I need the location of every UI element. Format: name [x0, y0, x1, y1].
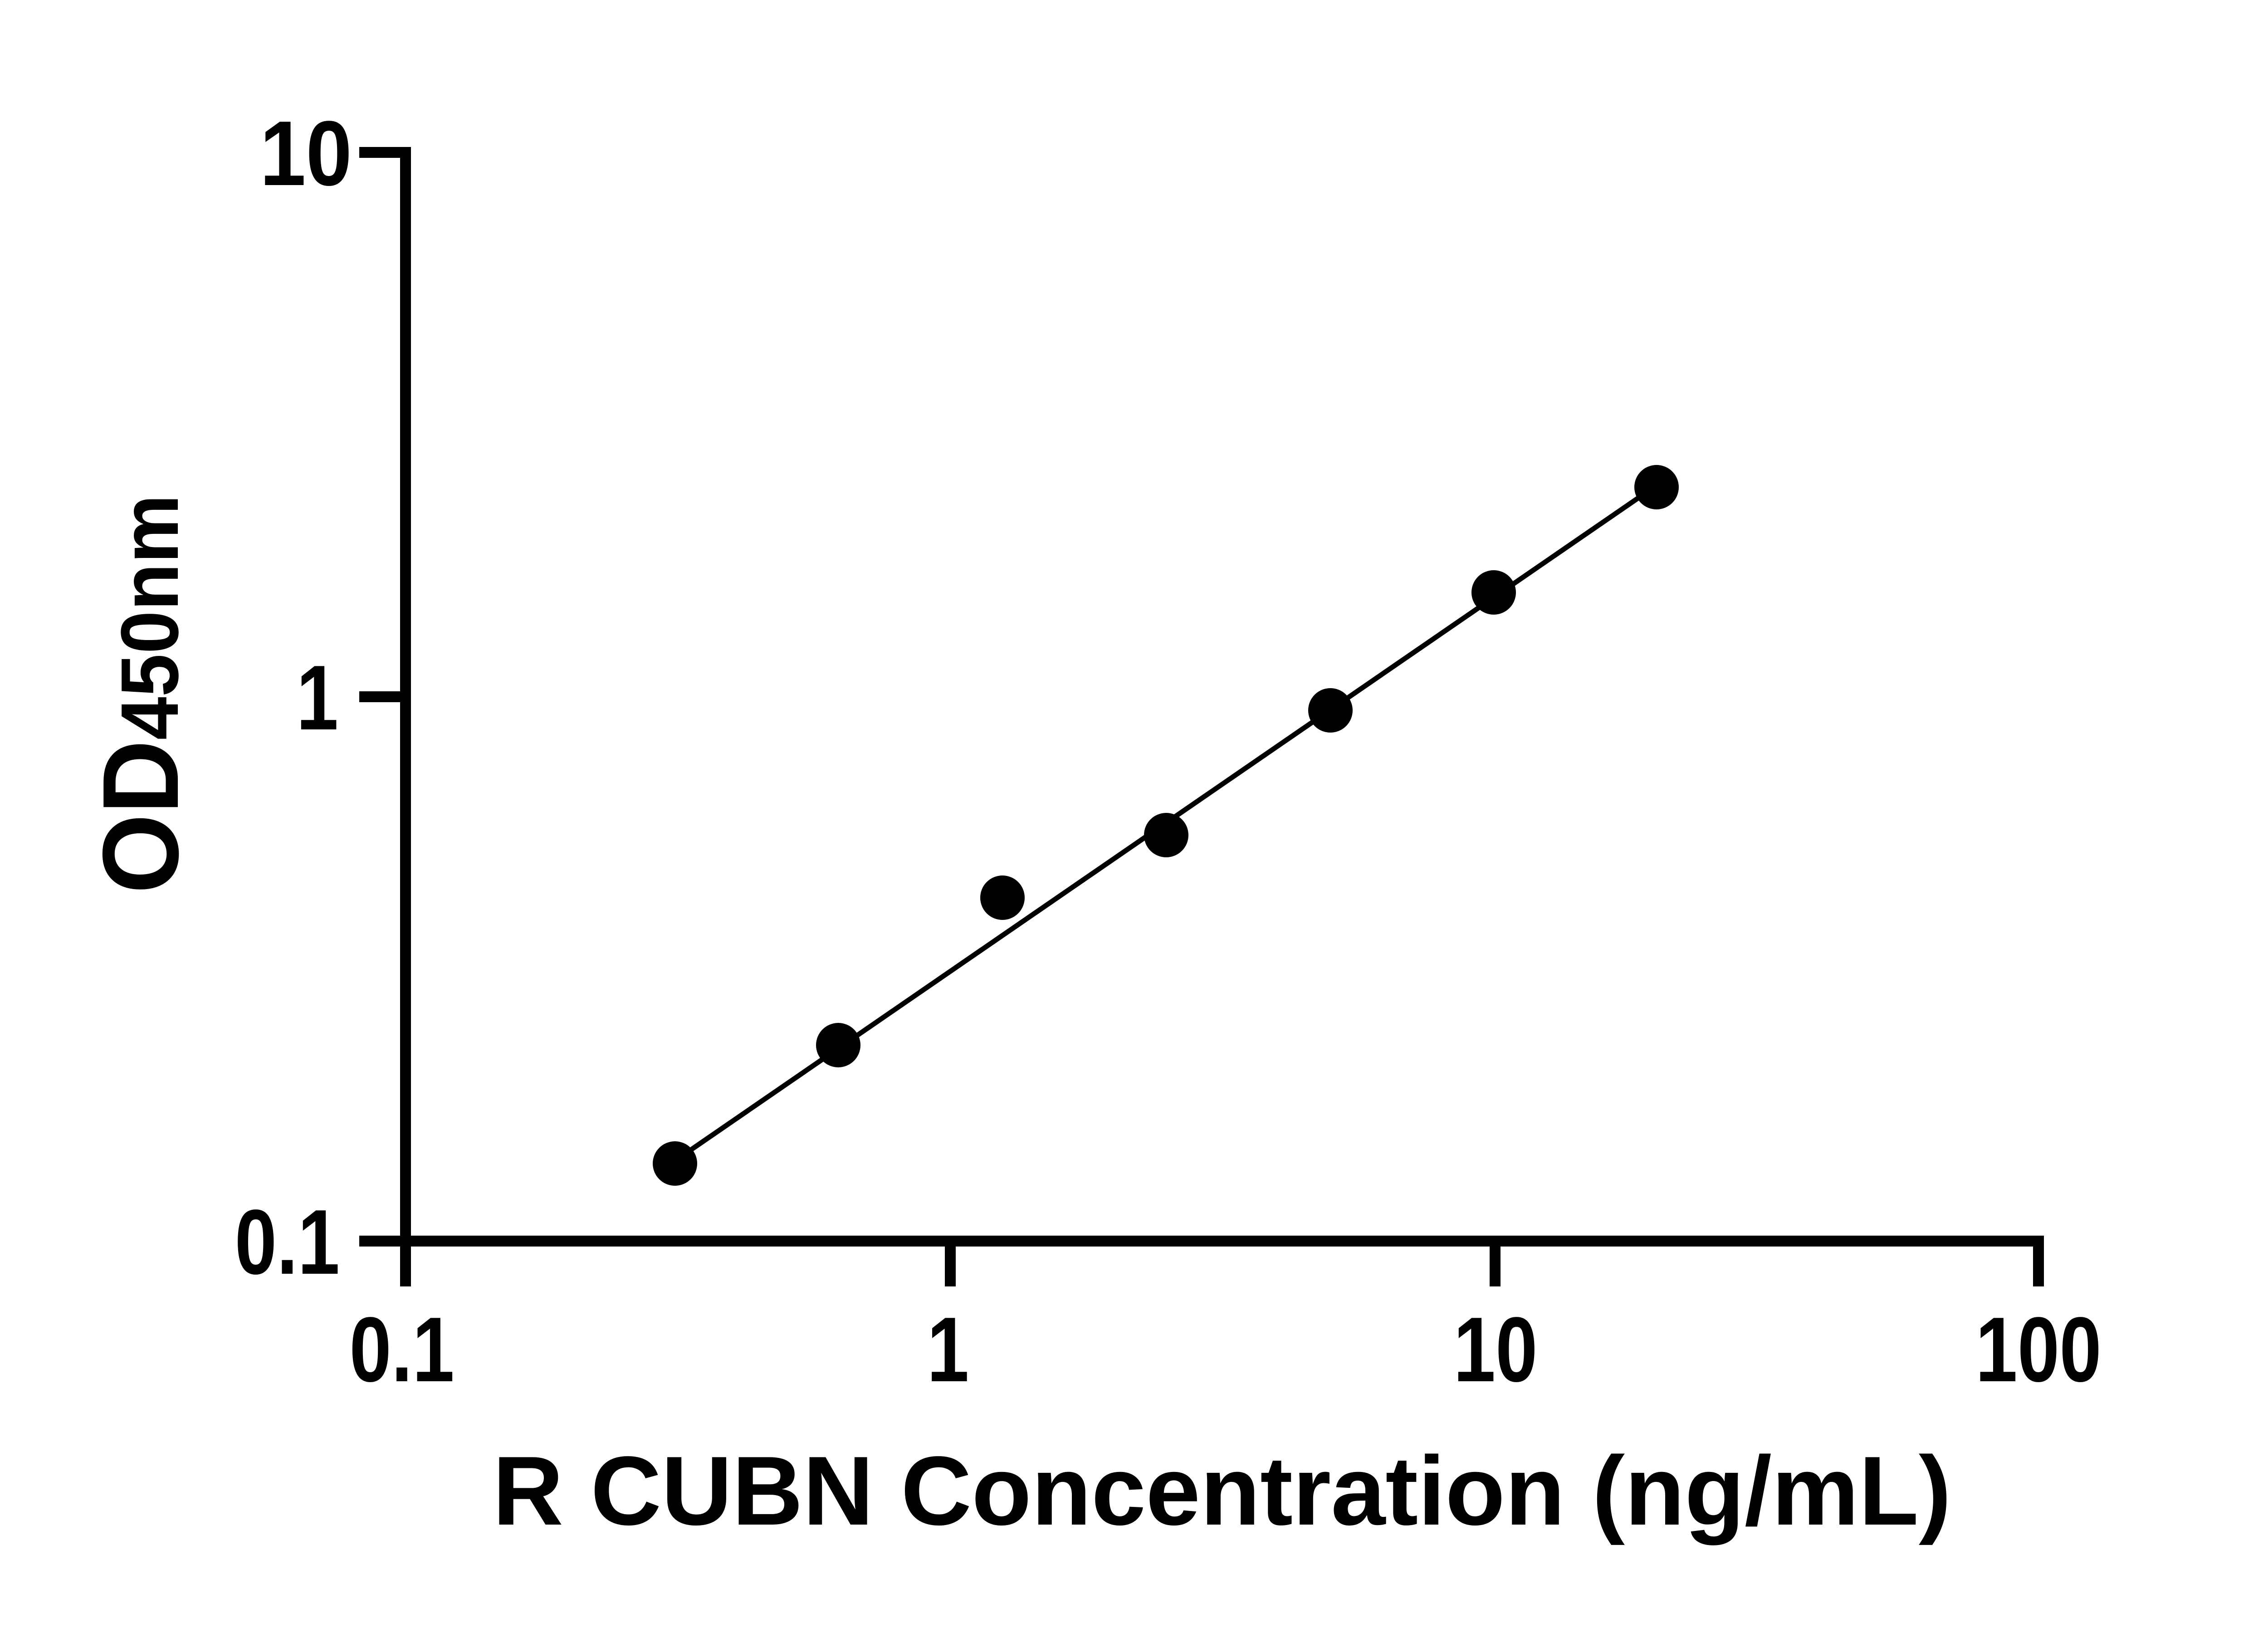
svg-text:10: 10	[1453, 1298, 1537, 1401]
svg-text:0.1: 0.1	[235, 1191, 340, 1293]
svg-text:100: 100	[1975, 1298, 2102, 1401]
svg-text:1: 1	[927, 1298, 969, 1401]
svg-text:10: 10	[260, 102, 352, 205]
svg-text:1: 1	[296, 646, 338, 749]
svg-text:0.1: 0.1	[349, 1298, 454, 1401]
svg-text:R CUBN Concentration (ng/mL): R CUBN Concentration (ng/mL)	[493, 1436, 1951, 1545]
